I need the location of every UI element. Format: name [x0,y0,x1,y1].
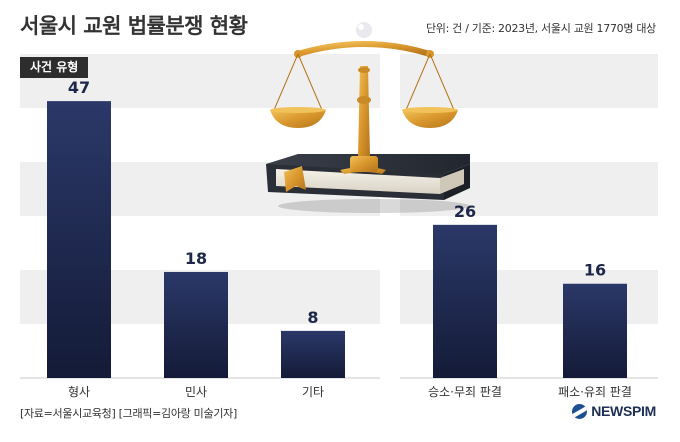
bar-0-2 [281,330,345,378]
source-credit: [자료=서울시교육청] [그래픽=김아랑 미술기자] [20,407,237,420]
background-band [400,54,658,108]
bars [47,101,627,379]
value-label: 26 [454,202,476,221]
bar-1-1 [563,283,627,378]
category-label: 형사 [68,385,90,399]
category-label: 패소·유죄 판결 [558,385,632,399]
logo-text: NEWSPIM [591,403,656,419]
bar-0-1 [164,271,228,378]
labels: 47 형사 18 민사 8 기타 26 승소·무죄 판결 16 패소·유죄 판결 [68,78,632,399]
value-label: 8 [307,308,318,327]
value-label: 18 [185,249,207,268]
bar-1-0 [433,224,497,378]
value-label: 16 [584,261,606,280]
section-badge: 사건 유형 [20,57,89,78]
category-label: 기타 [302,385,324,399]
category-label: 민사 [185,385,207,399]
bar-0-0 [47,101,111,379]
newspim-logo-icon [572,403,588,419]
scales-of-justice-on-book-icon [266,22,470,213]
unit-note: 단위: 건 / 기준: 2023년, 서울시 교원 1770명 대상 [425,22,656,35]
category-label: 승소·무죄 판결 [428,385,502,399]
newspim-logo: NEWSPIM [572,403,656,419]
value-label: 47 [68,78,90,97]
chart-title: 서울시 교원 법률분쟁 현황 [20,14,248,38]
